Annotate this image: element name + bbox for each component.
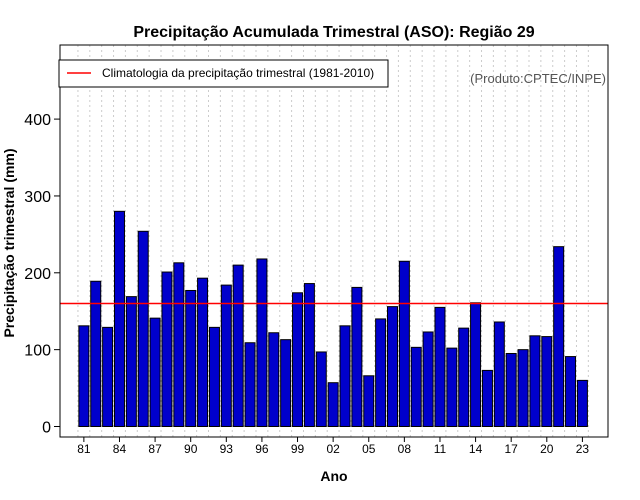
y-tick-label: 100	[24, 343, 51, 360]
credit-text: (Produto:CPTEC/INPE)	[470, 71, 606, 86]
x-tick-label: 81	[77, 442, 91, 456]
y-axis: 0 100 200 300 400	[24, 112, 60, 437]
x-tick-label: 84	[113, 442, 127, 456]
bar-10	[422, 331, 434, 427]
bar-20	[541, 336, 553, 428]
x-tick-label: 17	[505, 442, 519, 456]
x-tick-label: 02	[326, 442, 340, 456]
bar-03	[339, 325, 351, 428]
x-tick-label: 87	[148, 442, 162, 456]
y-tick-label: 300	[24, 189, 51, 206]
x-tick-label: 23	[576, 442, 590, 456]
bar-88	[161, 271, 173, 427]
bar-06	[375, 318, 387, 427]
bar-18	[517, 349, 529, 427]
bar-83	[102, 326, 114, 427]
chart-title: Precipitação Acumulada Trimestral (ASO):…	[133, 24, 534, 41]
x-axis: 81 84 87 90 93 96 99 02 05 08 11 14 17 20 23	[77, 437, 589, 456]
plot-frame	[59, 44, 609, 438]
bar-05	[363, 375, 375, 427]
y-tick-label: 200	[24, 266, 51, 283]
bar-89	[173, 262, 185, 428]
x-tick-label: 05	[362, 442, 376, 456]
bar-11	[434, 306, 446, 428]
bar-17	[505, 352, 517, 427]
bar-16	[493, 321, 505, 428]
bar-04	[351, 286, 363, 427]
y-axis-title: Precipitação trimestral (mm)	[1, 148, 17, 337]
bar-95	[244, 342, 256, 427]
bar-13	[458, 327, 470, 427]
bar-02	[327, 382, 339, 427]
bar-22	[565, 356, 577, 427]
bar-94	[232, 264, 244, 427]
bar-85	[125, 296, 137, 427]
bar-09	[410, 346, 422, 428]
x-tick-label: 99	[291, 442, 305, 456]
bar-19	[529, 335, 541, 427]
x-tick-label: 08	[398, 442, 412, 456]
bar-00	[303, 283, 315, 427]
bar-97	[268, 332, 280, 428]
x-tick-label: 11	[434, 442, 447, 456]
bar-99	[292, 292, 304, 427]
x-tick-label: 14	[469, 442, 483, 456]
bar-91	[197, 277, 209, 427]
bar-96	[256, 258, 268, 428]
bar-layer	[78, 210, 588, 428]
bar-93	[220, 284, 232, 428]
x-tick-label: 93	[220, 442, 234, 456]
bar-87	[149, 317, 161, 428]
bar-15	[481, 369, 493, 428]
bar-23	[576, 379, 588, 428]
bar-84	[113, 210, 125, 427]
bar-01	[315, 351, 327, 428]
bar-21	[553, 246, 565, 427]
bar-86	[137, 230, 149, 427]
x-tick-label: 20	[540, 442, 554, 456]
bar-07	[386, 306, 398, 428]
bar-14	[470, 302, 482, 428]
grid-layer	[77, 45, 589, 437]
y-tick-label: 400	[24, 112, 51, 129]
legend: Climatologia da precipitação trimestral …	[58, 59, 389, 88]
x-tick-label: 96	[255, 442, 269, 456]
bar-98	[280, 339, 292, 427]
legend-label: Climatologia da precipitação trimestral …	[102, 66, 374, 80]
bar-92	[208, 326, 220, 427]
x-axis-title: Ano	[320, 468, 347, 484]
x-tick-label: 90	[184, 442, 198, 456]
bar-12	[446, 347, 458, 428]
y-tick-label: 0	[42, 420, 51, 437]
bar-82	[90, 280, 102, 428]
bar-81	[78, 325, 90, 428]
bar-08	[398, 260, 410, 427]
bar-90	[185, 289, 197, 427]
legend-box	[58, 59, 389, 88]
